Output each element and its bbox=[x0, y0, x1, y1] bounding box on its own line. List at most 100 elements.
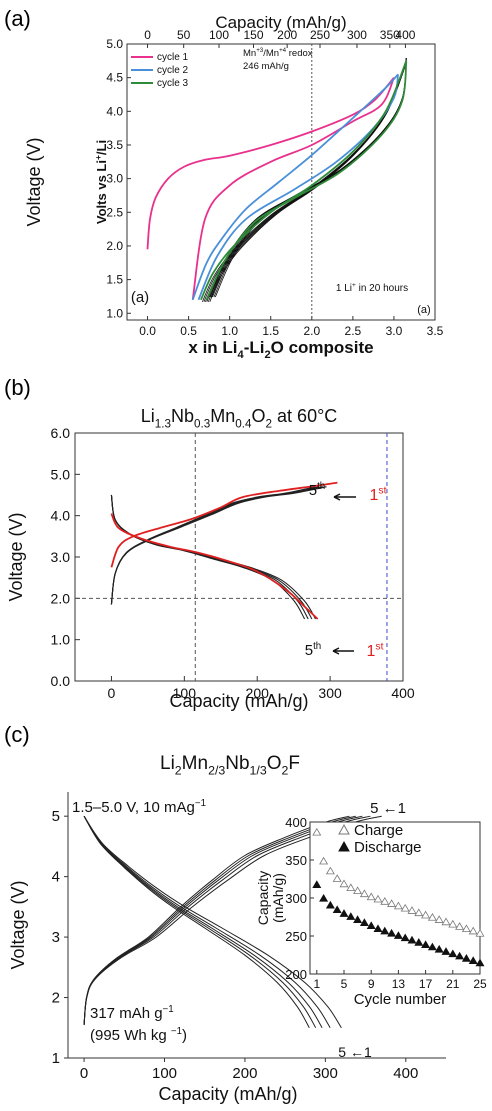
series-cycle-charge bbox=[110, 486, 327, 605]
annotation-redox-part: Mn bbox=[243, 48, 256, 59]
conditions-annotation-part: 1.5–5.0 V, 10 mAg bbox=[72, 799, 195, 816]
inset-marker-charge bbox=[414, 908, 424, 917]
x-axis-title-part: x in Li bbox=[188, 338, 237, 357]
inset-marker-charge bbox=[325, 866, 335, 875]
x-axis-title-part: -Li bbox=[244, 338, 265, 357]
chart-panel-b: 0.0 1.0 2.0 3.0 4.0 5.0 6.0 0 100 200 300 400 Li1.3N… bbox=[6, 406, 415, 711]
x-tick-label: 300 bbox=[313, 1065, 338, 1082]
inset-marker-discharge bbox=[380, 926, 390, 935]
x-axis-title: Capacity (mAh/g) bbox=[158, 1084, 297, 1104]
capacity-annotation-part: −1 bbox=[163, 1004, 174, 1015]
inner-y-axis-title-part: + bbox=[93, 155, 103, 160]
inset-x-tick-label: 5 bbox=[341, 977, 348, 991]
energy-annotation-part: −1 bbox=[171, 1026, 182, 1037]
series-cycle-1-charge bbox=[146, 77, 395, 250]
chart-title-part: O bbox=[252, 406, 266, 426]
x-axis-title-part: O composite bbox=[271, 338, 374, 357]
y-tick-label: 1.5 bbox=[106, 273, 123, 287]
inset-marker-discharge bbox=[325, 900, 335, 909]
annotation-redox-part: /Mn bbox=[263, 48, 279, 59]
x-tick-label: 200 bbox=[246, 685, 270, 701]
chart-title-part: 2 bbox=[175, 764, 182, 778]
top-tick-label: 150 bbox=[243, 28, 263, 42]
inset-legend-marker bbox=[338, 823, 350, 835]
series-cycle-discharge bbox=[83, 815, 317, 1029]
inset-marker-discharge bbox=[353, 915, 363, 923]
inset-marker-discharge bbox=[414, 938, 424, 946]
legend-label: cycle 2 bbox=[157, 65, 189, 76]
arrow-discharge bbox=[332, 647, 354, 655]
top-axis-title: Capacity (mAh/g) bbox=[215, 13, 346, 32]
inset-marker-charge bbox=[421, 910, 431, 919]
inset-marker-charge bbox=[312, 827, 322, 836]
top-tick-label: 200 bbox=[277, 28, 297, 42]
x-tick-label: 1.0 bbox=[221, 324, 238, 338]
inset-x-tick-label: 21 bbox=[446, 977, 460, 991]
chart-title: Li1.3Nb0.3Mn0.4O2 at 60°C bbox=[141, 406, 338, 430]
y-tick-label: 4 bbox=[52, 869, 60, 886]
x-tick-label: 100 bbox=[173, 685, 197, 701]
inset-frame bbox=[309, 821, 481, 975]
later-cycle-charge bbox=[209, 62, 407, 302]
inset-x-tick-label: 17 bbox=[419, 977, 433, 991]
inset-x-tick-label: 1 bbox=[313, 977, 320, 991]
later-cycle-discharge bbox=[214, 58, 407, 298]
x-tick-label: 0.5 bbox=[180, 324, 197, 338]
inner-y-axis-title: Volts vs Li+/Li bbox=[93, 140, 109, 224]
x-tick-label: 400 bbox=[391, 685, 415, 701]
inset-marker-charge bbox=[468, 926, 478, 935]
inset-marker-charge bbox=[475, 928, 485, 937]
y-tick-label: 6.0 bbox=[51, 425, 71, 441]
label-first-charge-part: st bbox=[378, 486, 386, 497]
annotation-redox-part: +4 bbox=[279, 47, 287, 54]
chart-title: Li2Mn2/3Nb1/3O2F bbox=[160, 753, 300, 778]
outer-y-axis-title: Voltage (V) bbox=[24, 137, 44, 226]
series-cycle-charge bbox=[110, 486, 316, 605]
annotation-redox-capacity: 246 mAh/g bbox=[243, 61, 289, 72]
annotation-rate: 1 Li+ in 20 hours bbox=[336, 282, 408, 294]
x-tick-label: 2.5 bbox=[345, 324, 362, 338]
plot-frame bbox=[126, 43, 436, 321]
y-tick-label: 0.0 bbox=[51, 673, 71, 689]
y-tick-label: 2 bbox=[52, 990, 60, 1007]
cycle-label-bottom: 5 ←1 bbox=[338, 1044, 372, 1060]
energy-annotation-part: ) bbox=[182, 1027, 187, 1044]
chart-title-part: 2/3 bbox=[208, 764, 225, 778]
annotation-redox-part: +3 bbox=[256, 47, 264, 54]
chart-title-part: O bbox=[267, 753, 282, 774]
inset-marker-charge bbox=[380, 897, 390, 905]
annotation-redox-part: redox bbox=[286, 48, 313, 59]
chart-title-part: 0.3 bbox=[194, 417, 210, 430]
inset-marker-discharge bbox=[407, 935, 417, 944]
y-tick-label: 4.0 bbox=[106, 104, 123, 118]
y-tick-label: 3.0 bbox=[106, 172, 123, 186]
inset-x-tick-label: 13 bbox=[392, 977, 406, 991]
chart-title-part: 1.3 bbox=[155, 417, 171, 430]
inset-y-tick-label: 200 bbox=[285, 967, 307, 982]
inset-marker-discharge bbox=[312, 880, 322, 888]
inset-y-tick-label: 300 bbox=[285, 891, 307, 906]
later-cycle-discharge bbox=[207, 58, 407, 298]
x-tick-label: 0 bbox=[108, 685, 116, 701]
chart-title-part: 2 bbox=[282, 764, 289, 778]
inset-marker-charge bbox=[366, 892, 376, 901]
inset-marker-charge bbox=[434, 915, 444, 923]
inset-marker-discharge bbox=[346, 912, 356, 920]
x-axis-title-part: 2 bbox=[264, 349, 270, 361]
panel-label-c: (c) bbox=[4, 722, 30, 747]
panel-label-b: (b) bbox=[4, 375, 31, 400]
inset-marker-discharge bbox=[393, 931, 403, 939]
y-tick-label: 1 bbox=[52, 1050, 60, 1067]
inset-marker-charge bbox=[346, 883, 356, 892]
series-cycle-discharge bbox=[83, 815, 331, 1029]
inset-marker-charge bbox=[393, 901, 403, 910]
x-tick-label: 3.5 bbox=[427, 324, 444, 338]
label-first-discharge-part: 1 bbox=[367, 643, 376, 660]
inset-y-tick-label: 350 bbox=[285, 853, 307, 868]
inset-marker-discharge bbox=[387, 928, 397, 937]
inset-marker-charge bbox=[455, 922, 465, 930]
label-first-charge: 1st bbox=[370, 486, 387, 504]
inset-marker-charge bbox=[387, 899, 397, 907]
inset-marker-discharge bbox=[475, 958, 485, 967]
